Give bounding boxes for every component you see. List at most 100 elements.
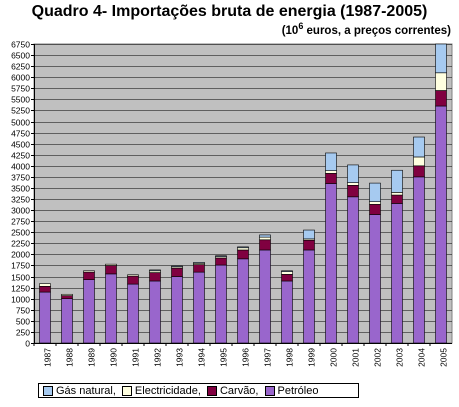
- bar-segment-petr-leo-2004: [413, 176, 425, 344]
- y-tick-label: 6250: [11, 62, 30, 72]
- legend-label: Carvão,: [219, 384, 259, 397]
- x-tick-label: 2004: [416, 348, 426, 367]
- bar-segment-carv-o-1996: [237, 249, 249, 260]
- bar-segment-carv-o-2000: [325, 173, 337, 184]
- bar-segment-carv-o-2001: [347, 185, 359, 198]
- y-tick-label: 250: [16, 328, 30, 338]
- chart-title: Quadro 4- Importações bruta de energia (…: [31, 3, 428, 20]
- bar-segment-carv-o-1990: [105, 265, 117, 275]
- subtitle-suffix: euros, a preços correntes): [303, 25, 451, 37]
- bar-segment-g-s-natural-2001: [347, 164, 359, 183]
- y-tick-label: 2000: [11, 250, 30, 260]
- bar-segment-petr-leo-1995: [215, 264, 227, 344]
- bar-segment-electricidade-1989: [83, 270, 95, 273]
- bar-segment-carv-o-1991: [127, 275, 139, 285]
- bar-segment-carv-o-2004: [413, 165, 425, 178]
- bar-segment-petr-leo-1996: [237, 258, 249, 344]
- x-tick-label: 1987: [42, 348, 52, 367]
- bar-segment-g-s-natural-1992: [149, 269, 161, 272]
- x-tick-label: 2002: [372, 348, 382, 367]
- legend-swatch: [43, 385, 53, 396]
- y-tick-label: 750: [16, 306, 30, 316]
- y-tick-label: 1500: [11, 273, 30, 283]
- y-tick-label: 3750: [11, 173, 30, 183]
- y-tick-label: 4250: [11, 151, 30, 161]
- bar-segment-electricidade-1990: [105, 263, 117, 266]
- x-tick-label: 1995: [218, 348, 228, 367]
- x-tick-label: 2000: [328, 348, 338, 367]
- y-tick-label: 6750: [11, 40, 30, 50]
- x-tick-label: 2005: [438, 348, 448, 367]
- bar-segment-carv-o-1998: [281, 274, 293, 282]
- x-tick-label: 1997: [262, 348, 272, 367]
- bar-segment-g-s-natural-2000: [325, 152, 337, 171]
- y-tick-label: 3250: [11, 195, 30, 205]
- bar-segment-petr-leo-1993: [171, 276, 183, 344]
- bar-segment-electricidade-2002: [369, 201, 381, 205]
- bar-segment-petr-leo-2000: [325, 183, 337, 344]
- y-tick-label: 4750: [11, 129, 30, 139]
- bar-segment-electricidade-2001: [347, 182, 359, 186]
- bar-segment-carv-o-1988: [61, 295, 73, 300]
- legend-item: Carvão,: [206, 384, 259, 397]
- y-tick-label: 1250: [11, 284, 30, 294]
- x-tick-label: 1994: [196, 348, 206, 367]
- bar-segment-g-s-natural-2004: [413, 136, 425, 158]
- bar-segment-petr-leo-2001: [347, 196, 359, 344]
- legend-item: Gás natural,: [43, 385, 116, 397]
- chart-subtitle: (106 euros, a preços correntes): [282, 21, 451, 37]
- bar-segment-petr-leo-1989: [83, 279, 95, 344]
- bar-segment-electricidade-1998: [281, 271, 293, 275]
- bar-segment-petr-leo-2005: [435, 105, 447, 344]
- y-tick-label: 3500: [11, 184, 30, 194]
- bar-segment-electricidade-2005: [435, 72, 447, 91]
- y-tick-label: 500: [16, 317, 30, 327]
- bar-segment-electricidade-1997: [259, 236, 271, 241]
- bar-segment-petr-leo-1991: [127, 283, 139, 344]
- legend-item: Electricidade,: [121, 385, 201, 397]
- bar-segment-carv-o-2003: [391, 194, 403, 204]
- bar-segment-g-s-natural-1994: [193, 262, 205, 264]
- bar-segment-petr-leo-1994: [193, 271, 205, 344]
- y-tick-label: 0: [25, 339, 30, 349]
- x-tick-label: 1998: [284, 348, 294, 367]
- bar-segment-petr-leo-1999: [303, 249, 315, 344]
- bar-segment-petr-leo-1992: [149, 280, 161, 344]
- bar-segment-carv-o-1989: [83, 271, 95, 280]
- legend-swatch: [206, 385, 217, 396]
- x-tick-label: 1991: [130, 348, 140, 367]
- x-tick-label: 1990: [108, 348, 118, 367]
- bar-segment-g-s-natural-1993: [171, 265, 183, 268]
- bar-segment-g-s-natural-1998: [281, 270, 293, 272]
- bar-segment-g-s-natural-1997: [259, 234, 271, 238]
- y-tick-label: 5250: [11, 106, 30, 116]
- bar-segment-g-s-natural-1995: [215, 255, 227, 257]
- x-tick-label: 1996: [240, 348, 250, 367]
- y-tick-label: 6500: [11, 51, 30, 61]
- bar-segment-carv-o-1994: [193, 264, 205, 273]
- y-tick-label: 6000: [11, 73, 30, 83]
- x-tick-label: 2001: [350, 348, 360, 367]
- bar-segment-electricidade-1991: [127, 274, 139, 277]
- y-tick-label: 1000: [11, 295, 30, 305]
- y-tick-label: 5500: [11, 95, 30, 105]
- y-tick-label: 2250: [11, 239, 30, 249]
- y-tick-label: 4500: [11, 140, 30, 150]
- bar-segment-g-s-natural-2003: [391, 169, 403, 193]
- bar-segment-petr-leo-1997: [259, 249, 271, 344]
- x-tick-label: 2003: [394, 348, 404, 367]
- bar-segment-carv-o-1987: [39, 286, 51, 293]
- x-tick-label: 1989: [86, 348, 96, 367]
- subtitle-exponent: 6: [298, 21, 304, 31]
- y-tick-label: 5750: [11, 84, 30, 94]
- bar-segment-electricidade-2003: [391, 192, 403, 196]
- bar-segment-electricidade-1996: [237, 247, 249, 251]
- bar-segment-electricidade-1987: [39, 283, 51, 287]
- subtitle-prefix: (10: [281, 25, 299, 37]
- x-tick-label: 1992: [152, 348, 162, 367]
- legend-swatch: [264, 385, 275, 396]
- y-tick-label: 1750: [11, 261, 30, 271]
- bar-segment-electricidade-2000: [325, 170, 337, 174]
- bar-segment-electricidade-2004: [413, 156, 425, 167]
